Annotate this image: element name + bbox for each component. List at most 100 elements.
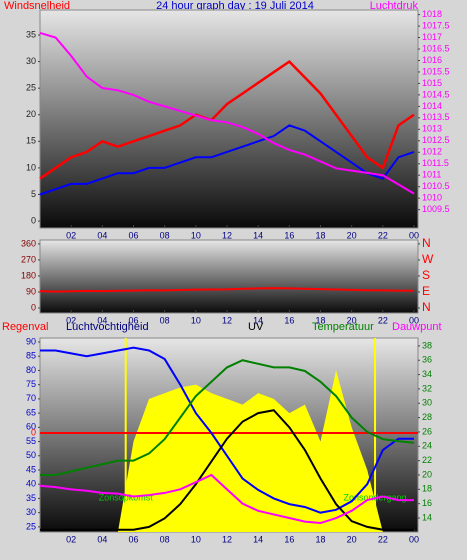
x-tick-label: 16: [284, 315, 294, 325]
rain-tick-label: 0: [31, 427, 36, 437]
y2-tick-label: 1015: [422, 78, 442, 88]
y-tick-label: 10: [26, 162, 36, 172]
y-tick-label: 35: [26, 29, 36, 39]
y-tick-label: 5: [31, 189, 36, 199]
y2-tick-label: 24: [422, 441, 432, 451]
x-tick-label: 20: [347, 230, 357, 240]
x-tick-label: 08: [160, 315, 170, 325]
y-tick-label: 20: [26, 109, 36, 119]
solar-area: [40, 370, 414, 532]
y2-tick-label: 38: [422, 340, 432, 350]
x-tick-label: 06: [128, 230, 138, 240]
y2-tick-label: E: [422, 284, 430, 298]
y2-tick-label: 1011: [422, 170, 441, 180]
x-tick-label: 04: [97, 534, 107, 544]
y2-tick-label: 30: [422, 398, 432, 408]
y-tick-label: 75: [26, 379, 36, 389]
y2-tick-label: 1015.5: [422, 66, 450, 76]
x-tick-label: 10: [191, 315, 201, 325]
series-line: [40, 359, 415, 476]
x-tick-label: 06: [128, 315, 138, 325]
y-tick-label: 30: [26, 507, 36, 517]
x-tick-label: 10: [191, 534, 201, 544]
x-tick-label: 18: [315, 315, 325, 325]
y2-tick-label: 1010: [422, 193, 442, 203]
y2-tick-label: 1017.5: [422, 20, 450, 30]
series-line: [40, 346, 414, 514]
y2-tick-label: 1012.5: [422, 135, 450, 145]
x-tick-label: 12: [222, 534, 232, 544]
y-tick-label: 360: [21, 238, 36, 248]
x-tick-label: 00: [409, 315, 419, 325]
y2-tick-label: 20: [422, 469, 432, 479]
x-tick-label: 08: [160, 230, 170, 240]
y-tick-label: 270: [21, 254, 36, 264]
series-line: [39, 59, 415, 180]
y-tick-label: 35: [26, 493, 36, 503]
y-tick-label: 60: [26, 422, 36, 432]
chart-title: 24 hour graph day : 19 Juli 2014: [156, 0, 314, 12]
y2-tick-label: 14: [422, 512, 432, 522]
y-tick-label: 90: [26, 286, 36, 296]
x-tick-label: 22: [378, 534, 388, 544]
y2-tick-label: 1014: [422, 101, 442, 111]
y2-tick-label: 1012: [422, 147, 442, 157]
y2-tick-label: 36: [422, 355, 432, 365]
y2-tick-label: 1013: [422, 124, 442, 134]
y2-tick-label: 26: [422, 426, 432, 436]
x-tick-label: 20: [347, 315, 357, 325]
x-tick-label: 04: [97, 315, 107, 325]
y-tick-label: 40: [26, 479, 36, 489]
y2-tick-label: W: [422, 252, 434, 266]
x-tick-label: 12: [222, 315, 232, 325]
y-tick-label: 55: [26, 436, 36, 446]
series-line: [39, 31, 415, 195]
x-tick-label: 00: [409, 230, 419, 240]
x-tick-label: 10: [191, 230, 201, 240]
y2-tick-label: 16: [422, 498, 432, 508]
x-tick-label: 04: [97, 230, 107, 240]
x-tick-label: 00: [409, 534, 419, 544]
y-tick-label: 0: [31, 215, 36, 225]
y-tick-label: 25: [26, 521, 36, 531]
x-tick-label: 14: [253, 315, 263, 325]
y2-tick-label: 1014.5: [422, 89, 450, 99]
x-tick-label: 16: [284, 230, 294, 240]
series-line: [40, 409, 414, 531]
temp-label: Temperatuur: [312, 321, 374, 333]
y-tick-label: 80: [26, 365, 36, 375]
y2-tick-label: 28: [422, 412, 432, 422]
sunrise-label: Zonsopkomst: [99, 492, 154, 502]
y2-tick-label: 1011.5: [422, 158, 449, 168]
y2-tick-label: 1010.5: [422, 181, 450, 191]
y2-tick-label: 34: [422, 369, 432, 379]
rain-label: Regenval: [2, 321, 48, 333]
wind-label: Windsnelheid: [4, 0, 70, 12]
x-tick-label: 08: [160, 534, 170, 544]
plot-area: [39, 239, 419, 314]
x-tick-label: 22: [378, 230, 388, 240]
y-tick-label: 45: [26, 464, 36, 474]
x-tick-label: 14: [253, 534, 263, 544]
plot-area: [39, 9, 419, 229]
uv-label: UV: [248, 321, 264, 333]
y2-tick-label: S: [422, 268, 430, 282]
pressure-label: Luchtdruk: [370, 0, 419, 12]
x-tick-label: 02: [66, 315, 76, 325]
y-tick-label: 15: [26, 136, 36, 146]
series-line: [39, 287, 415, 293]
x-tick-label: 06: [128, 534, 138, 544]
x-tick-label: 02: [66, 230, 76, 240]
y2-tick-label: 1018: [422, 9, 442, 19]
y2-tick-label: 1013.5: [422, 112, 450, 122]
y2-tick-label: N: [422, 236, 431, 250]
y2-tick-label: N: [422, 300, 431, 314]
y-tick-label: 25: [26, 83, 36, 93]
x-tick-label: 22: [378, 315, 388, 325]
dew-label: Dauwpunt: [392, 321, 442, 333]
x-tick-label: 18: [315, 534, 325, 544]
y2-tick-label: 1016: [422, 55, 442, 65]
y-tick-label: 0: [31, 302, 36, 312]
x-tick-label: 12: [222, 230, 232, 240]
